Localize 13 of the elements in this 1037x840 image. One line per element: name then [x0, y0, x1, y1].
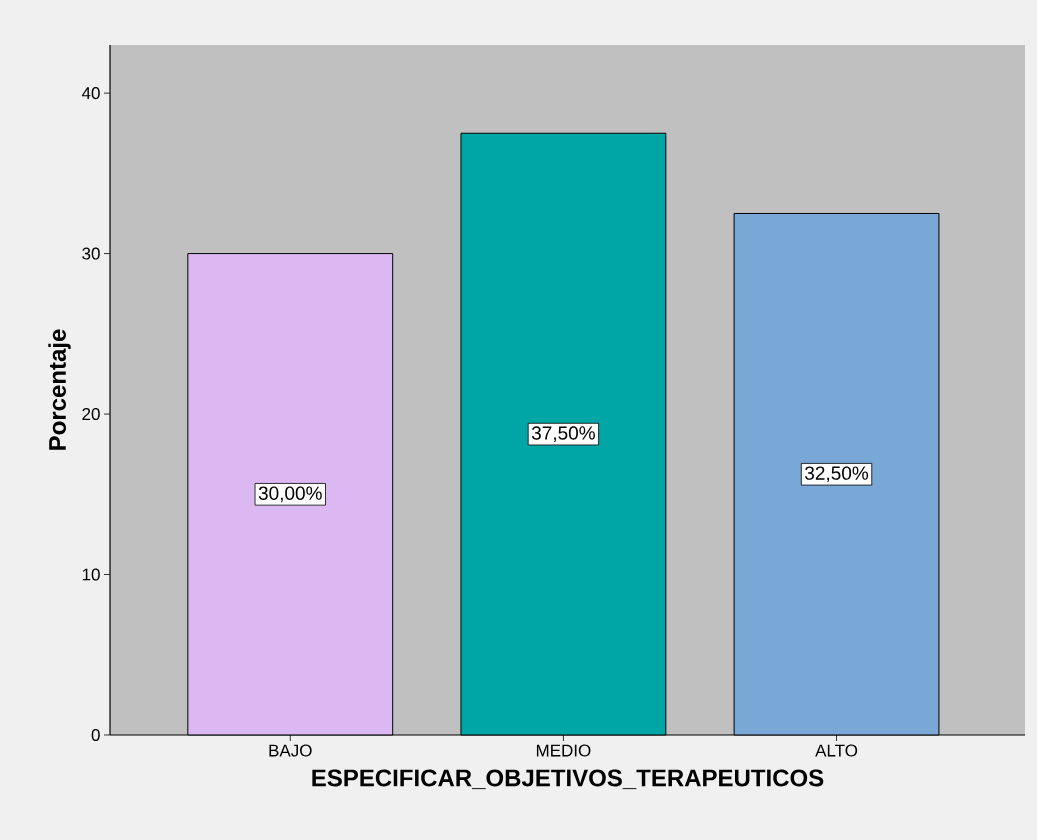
x-tick-label: MEDIO	[536, 744, 591, 757]
y-tick-label: 20	[82, 408, 100, 421]
y-tick-label: 40	[81, 87, 100, 100]
y-tick-label: 10	[82, 568, 100, 581]
data-label: 32,50%	[805, 466, 869, 483]
y-tick-label: 0	[91, 728, 100, 742]
x-tick-label: ALTO	[815, 744, 858, 757]
x-tick-label: BAJO	[269, 744, 312, 757]
y-axis-title: Porcentaje	[48, 329, 71, 450]
data-label: 37,50%	[531, 426, 595, 442]
data-label: 30,00%	[258, 486, 322, 503]
x-axis-title: ESPECIFICAR_OBJETIVOS_TERAPEUTICOS	[312, 769, 824, 790]
y-tick-label: 30	[82, 247, 100, 260]
